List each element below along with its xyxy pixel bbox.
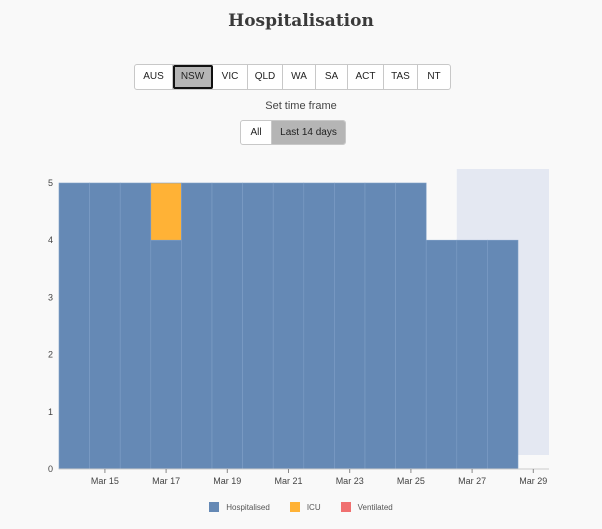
x-tick-label: Mar 29 — [519, 476, 547, 486]
region-button-sa[interactable]: SA — [316, 65, 348, 89]
timeframe-label: Set time frame — [265, 100, 337, 112]
x-tick-label: Mar 25 — [397, 476, 425, 486]
page-title: Hospitalisation — [228, 11, 374, 31]
x-tick-label: Mar 21 — [274, 476, 302, 486]
region-button-act[interactable]: ACT — [348, 65, 384, 89]
bar-hospitalised — [425, 239, 458, 470]
region-button-nt[interactable]: NT — [427, 71, 441, 82]
bar-hospitalised — [119, 182, 152, 470]
bar-hospitalised — [150, 239, 182, 470]
legend-item-ventilated: Ventilated — [340, 502, 393, 512]
y-tick-label: 4 — [48, 235, 53, 245]
x-tick-label: Mar 15 — [91, 476, 119, 486]
bar-icu — [150, 182, 182, 241]
y-tick-label: 0 — [48, 464, 53, 474]
bar-hospitalised — [242, 182, 274, 470]
hospitalisation-chart: 0 1 2 3 4 5 Mar 15 Mar 17 Mar 19 Mar 21 Mar 23 Mar … — [48, 169, 549, 486]
bar-hospitalised — [89, 182, 121, 470]
timeframe-all-button[interactable]: All — [250, 127, 262, 138]
y-tick-label: 3 — [48, 292, 53, 302]
bar-hospitalised — [303, 182, 335, 470]
chart-legend: Hospitalised ICU Ventilated — [0, 502, 602, 512]
bar-hospitalised — [334, 182, 366, 470]
y-tick-label: 5 — [48, 178, 53, 188]
region-button-wa[interactable]: WA — [283, 65, 316, 89]
region-selector: AUS NSW VIC QLD WA SA ACT TAS NT — [134, 64, 451, 90]
legend-swatch-hospitalised — [209, 502, 220, 512]
bar-hospitalised — [58, 182, 90, 470]
bar-hospitalised — [395, 182, 427, 470]
region-button-nsw[interactable]: NSW — [173, 65, 213, 89]
y-tick-label: 1 — [48, 407, 53, 417]
y-tick-label: 2 — [48, 350, 53, 360]
bar-hospitalised — [487, 239, 519, 470]
bar-hospitalised — [456, 239, 488, 470]
bar-hospitalised — [272, 182, 305, 470]
x-tick-label: Mar 17 — [152, 476, 180, 486]
legend-item-hospitalised: Hospitalised — [209, 502, 270, 512]
x-tick-label: Mar 23 — [336, 476, 364, 486]
legend-label-icu: ICU — [306, 502, 321, 512]
x-tick-label: Mar 19 — [213, 476, 241, 486]
timeframe-last-14-days-button[interactable]: Last 14 days — [271, 121, 345, 144]
region-button-aus[interactable]: AUS — [135, 65, 173, 89]
legend-swatch-icu — [289, 502, 300, 512]
x-tick-label: Mar 27 — [458, 476, 486, 486]
legend-item-icu: ICU — [289, 502, 321, 512]
bar-hospitalised — [181, 182, 213, 470]
region-button-tas[interactable]: TAS — [384, 65, 418, 89]
bar-hospitalised — [364, 182, 396, 470]
region-button-qld[interactable]: QLD — [248, 65, 283, 89]
region-button-vic[interactable]: VIC — [213, 65, 248, 89]
legend-label-hospitalised: Hospitalised — [226, 502, 270, 512]
legend-label-ventilated: Ventilated — [357, 502, 393, 512]
timeframe-selector: All Last 14 days — [240, 120, 346, 145]
legend-swatch-ventilated — [340, 502, 351, 512]
bar-hospitalised — [211, 182, 243, 470]
